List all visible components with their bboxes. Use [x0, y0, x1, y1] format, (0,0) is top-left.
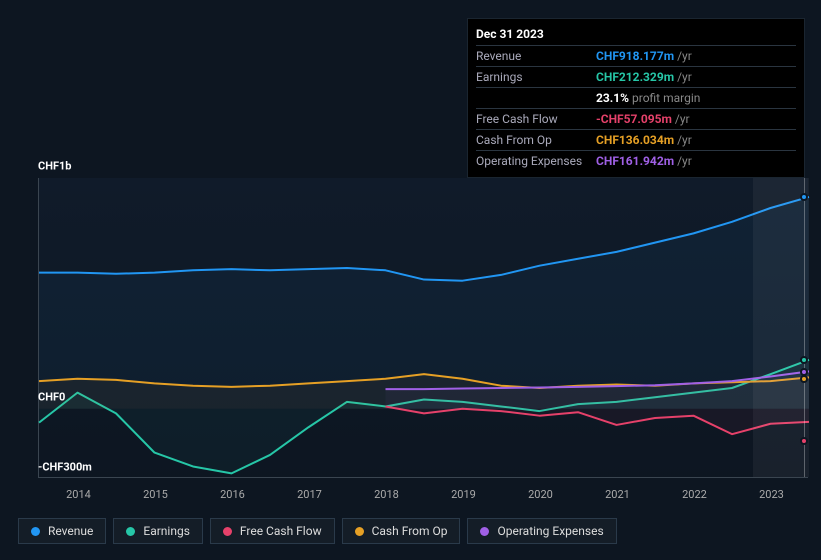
financials-chart: CHF1b CHF0 -CHF300m	[18, 160, 818, 480]
legend-label: Free Cash Flow	[240, 524, 322, 538]
legend-swatch	[126, 527, 135, 536]
y-axis-label: CHF1b	[38, 160, 72, 173]
tooltip-row-label: Earnings	[476, 69, 596, 85]
y-axis-label: CHF0	[38, 391, 65, 404]
tooltip-row-value: 23.1% profit margin	[596, 90, 796, 106]
legend-label: Revenue	[48, 524, 93, 538]
tooltip-row-value: CHF136.034m /yr	[596, 132, 796, 148]
legend: Revenue Earnings Free Cash Flow Cash From O…	[18, 518, 617, 544]
tooltip-row: 23.1% profit margin	[476, 87, 796, 108]
tooltip-date: Dec 31 2023	[476, 25, 796, 45]
tooltip-row-value: CHF161.942m /yr	[596, 153, 796, 169]
plot-area[interactable]	[38, 178, 808, 478]
tooltip-row: Cash From OpCHF136.034m /yr	[476, 129, 796, 150]
x-axis-label: 2019	[425, 488, 502, 504]
legend-swatch	[223, 527, 232, 536]
tooltip-row-label: Cash From Op	[476, 132, 596, 148]
tooltip-row-label: Free Cash Flow	[476, 111, 596, 127]
tooltip-row-value: -CHF57.095m /yr	[596, 111, 796, 127]
legend-item-earnings[interactable]: Earnings	[113, 518, 203, 544]
x-axis-label: 2023	[733, 488, 810, 504]
tooltip-row: RevenueCHF918.177m /yr	[476, 45, 796, 66]
series-marker-operating-expenses	[800, 368, 808, 376]
legend-item-operating-expenses[interactable]: Operating Expenses	[467, 518, 616, 544]
legend-item-revenue[interactable]: Revenue	[18, 518, 106, 544]
series-marker-earnings	[800, 356, 808, 364]
x-axis-label: 2014	[40, 488, 117, 504]
legend-swatch	[31, 527, 40, 536]
x-axis-label: 2017	[271, 488, 348, 504]
tooltip-row-value: CHF918.177m /yr	[596, 48, 796, 64]
tooltip-row-label	[476, 90, 596, 106]
legend-swatch	[480, 527, 489, 536]
x-axis-label: 2018	[348, 488, 425, 504]
chart-svg	[39, 178, 809, 478]
x-axis-label: 2021	[579, 488, 656, 504]
chart-tooltip: Dec 31 2023 RevenueCHF918.177m /yrEarnin…	[467, 18, 805, 178]
x-axis: 2014201520162017201820192020202120222023	[40, 488, 810, 504]
legend-item-cash-from-op[interactable]: Cash From Op	[342, 518, 461, 544]
series-marker-cash-from-op	[800, 375, 808, 383]
x-axis-label: 2022	[656, 488, 733, 504]
tooltip-row: Free Cash Flow-CHF57.095m /yr	[476, 108, 796, 129]
series-marker-revenue	[800, 193, 808, 201]
legend-label: Cash From Op	[372, 524, 448, 538]
tooltip-row: Operating ExpensesCHF161.942m /yr	[476, 150, 796, 171]
legend-swatch	[355, 527, 364, 536]
tooltip-row: EarningsCHF212.329m /yr	[476, 66, 796, 87]
series-marker-free-cash-flow	[800, 437, 808, 445]
y-axis-label: -CHF300m	[38, 461, 92, 474]
legend-label: Earnings	[143, 524, 190, 538]
legend-item-free-cash-flow[interactable]: Free Cash Flow	[210, 518, 335, 544]
x-axis-label: 2015	[117, 488, 194, 504]
x-axis-label: 2020	[502, 488, 579, 504]
tooltip-row-label: Operating Expenses	[476, 153, 596, 169]
tooltip-row-label: Revenue	[476, 48, 596, 64]
x-axis-label: 2016	[194, 488, 271, 504]
tooltip-row-value: CHF212.329m /yr	[596, 69, 796, 85]
guide-line	[804, 178, 805, 477]
highlight-band	[753, 178, 809, 477]
legend-label: Operating Expenses	[497, 524, 603, 538]
